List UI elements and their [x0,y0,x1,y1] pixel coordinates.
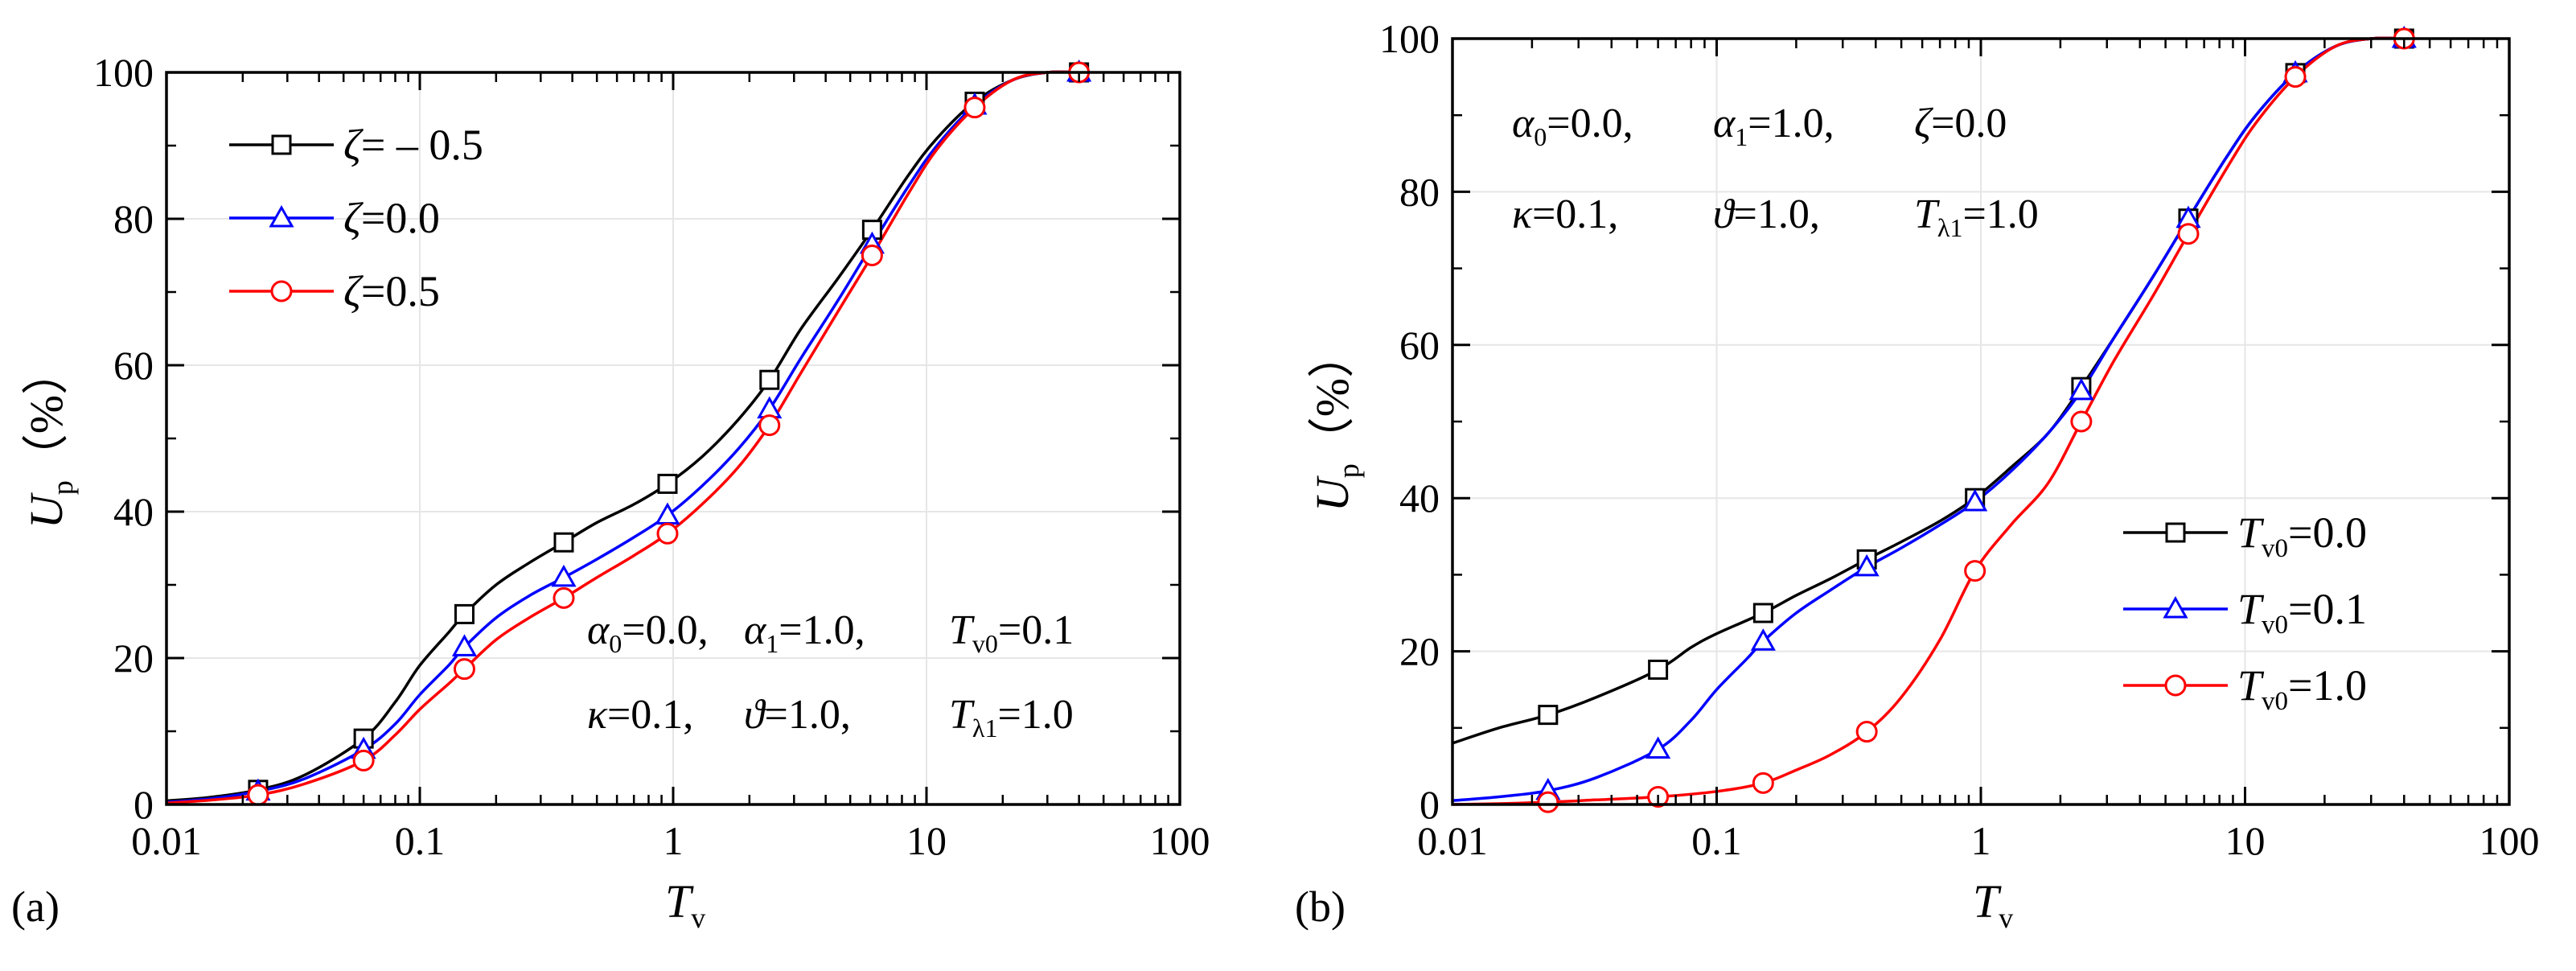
data-point-2-3 [553,586,575,609]
data-point-0-2 [1752,603,1773,623]
data-point-2-0 [247,784,269,806]
legend-marker [2165,522,2186,543]
data-point-2-2 [1752,771,1774,794]
y-tick-label: 20 [113,636,154,681]
data-point-1-1 [1645,736,1671,759]
x-tick-label: 0.1 [395,818,446,863]
data-point-1-4 [1962,488,1988,512]
y-tick-label: 100 [1379,16,1440,61]
x-tick-label: 100 [2479,818,2540,863]
data-point-1-3 [1854,553,1880,577]
annotation-term: Tv0=0.1 [949,607,1074,658]
annotation-term: ζ=0.0 [1914,101,2007,146]
data-point-0-5 [759,369,780,390]
parameter-annotation: α0=0.0, α1=1.0, Tv0=0.1 κ=0.1, ϑ=1.0, Tλ1=1.0 [587,607,1074,743]
annotation-term: κ=0.1, [1512,191,1618,237]
annotation-term: κ=0.1, [587,692,693,738]
data-point-2-6 [2177,223,2200,245]
y-tick-label: 0 [134,782,154,827]
panel-label: (a) [11,883,60,931]
legend-label-0: ζ= – 0.5 [343,121,483,169]
chart-panel-b: 0.01 0.1 1 10 100020406080100TvUp（%）Tv0=0.0T… [1295,16,2540,934]
parameter-annotation: α0=0.0, α1=1.0, ζ=0.0 κ=0.1, ϑ=1.0, Tλ1=1.0 [1512,101,2039,242]
data-point-2-3 [1855,721,1878,743]
legend-marker [271,134,292,155]
x-tick-label: 1 [664,818,684,863]
legend-marker [269,204,294,228]
y-axis-label-group: Up（%） [20,348,79,529]
x-tick-label: 100 [1150,818,1210,863]
x-axis-label: Tv [665,875,705,934]
annotation-term: ϑ=1.0, [744,692,851,738]
legend: Tv0=0.0 Tv0=0.1 Tv0=1.0 [2123,508,2367,716]
y-tick-label: 60 [1399,323,1440,368]
legend-marker [2163,595,2188,619]
data-point-1-2 [1750,628,1776,651]
data-point-0-0 [1538,705,1559,726]
data-point-2-5 [758,414,781,437]
data-point-2-7 [2284,66,2307,88]
data-point-0-4 [657,473,678,494]
x-tick-label: 10 [2225,818,2266,863]
x-tick-label: 10 [906,818,947,863]
x-tick-label: 0.01 [131,818,202,863]
data-point-0-2 [454,603,475,624]
legend-label-2: ζ=0.5 [343,267,440,315]
data-point-2-5 [2070,410,2093,433]
data-point-2-4 [1964,560,1986,582]
x-tick-label: 0.1 [1691,818,1742,863]
x-tick-label: 0.01 [1417,818,1488,863]
data-point-1-5 [2069,377,2094,401]
legend-label-1: Tv0=0.1 [2237,585,2367,640]
data-point-2-4 [656,522,679,545]
data-point-2-1 [352,749,375,771]
legend-marker [2164,674,2187,697]
annotation-term: Tλ1=1.0 [1914,191,2039,242]
data-point-2-7 [963,97,986,119]
series-line-2 [166,70,1079,804]
y-tick-label: 80 [113,196,154,241]
legend-label-0: Tv0=0.0 [2237,508,2367,563]
y-tick-label: 40 [113,489,154,534]
annotation-term: Tλ1=1.0 [949,692,1074,743]
x-tick-label: 1 [1971,818,1991,863]
data-point-1-2 [451,634,478,656]
legend-label-1: ζ=0.0 [343,194,440,242]
chart-panel-a: 0.01 0.1 1 10 100 0 20 40 60 80 100 Tv Up（%） ζ= – 0.5… [11,50,1210,934]
data-point-0-3 [553,532,574,553]
y-tick-label: 100 [93,50,154,95]
legend: ζ= – 0.5 ζ=0.0 ζ=0.5 [229,121,483,315]
series-line-1 [1452,36,2405,802]
annotation-term: α1=1.0, [744,607,865,658]
data-point-2-0 [1537,791,1559,813]
y-axis-label: Up（%） [1306,331,1365,512]
data-point-0-1 [1648,659,1669,680]
legend-marker [270,280,293,302]
y-tick-label: 80 [1399,169,1440,214]
annotation-term: α0=0.0, [1512,101,1633,151]
x-axis-label: Tv [1973,875,2013,934]
legend-label-2: Tv0=1.0 [2237,661,2367,716]
panel-label: (b) [1295,883,1346,931]
y-tick-label: 0 [1419,782,1440,827]
annotation-term: ϑ=1.0, [1713,191,1820,237]
annotation-term: α0=0.0, [587,607,709,658]
annotation-term: α1=1.0, [1713,101,1834,151]
y-axis-label-group: Up（%） [1306,331,1365,512]
data-point-1-4 [655,502,680,525]
data-point-2-2 [453,658,475,681]
y-tick-label: 20 [1399,629,1440,674]
data-point-1-3 [551,564,577,587]
y-axis-label: Up（%） [20,348,79,529]
y-tick-label: 60 [113,343,154,388]
data-point-2-6 [861,245,883,266]
y-tick-label: 40 [1399,475,1440,520]
